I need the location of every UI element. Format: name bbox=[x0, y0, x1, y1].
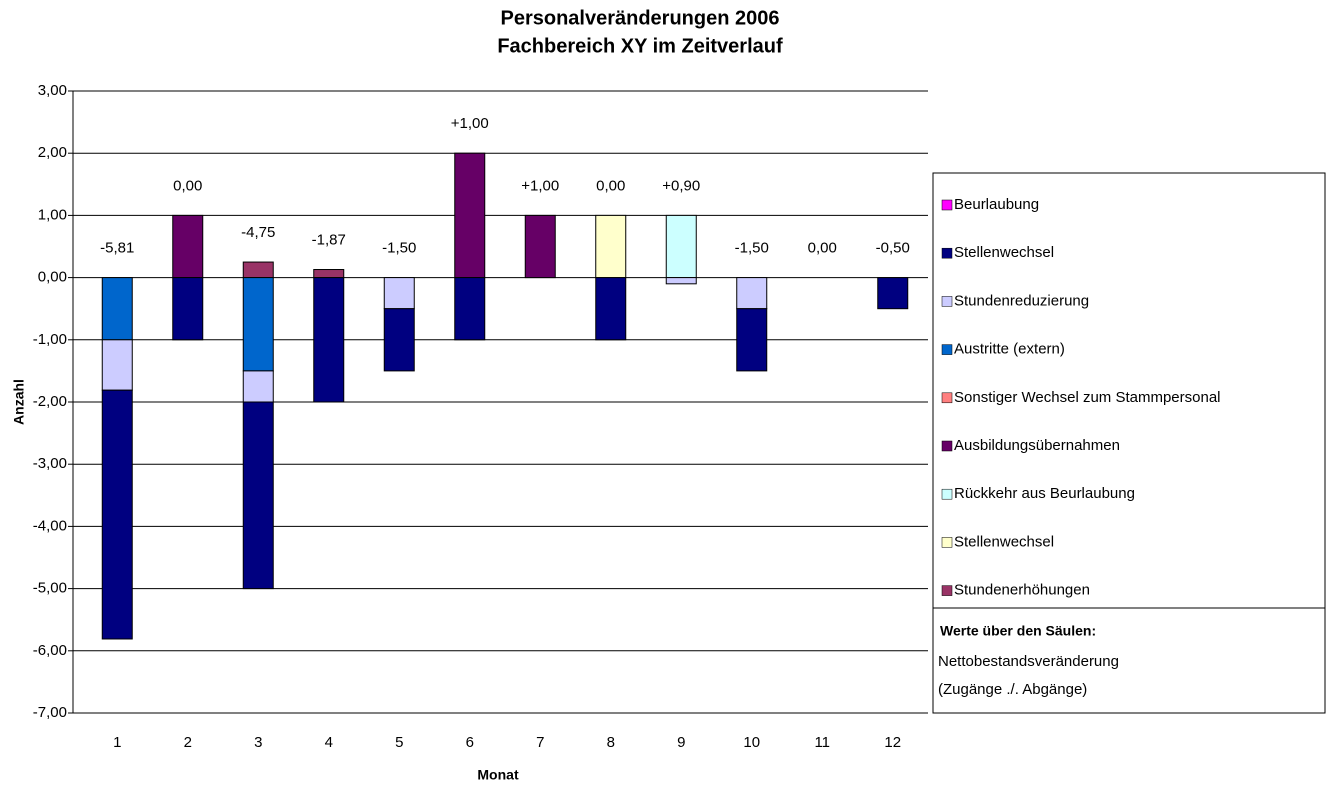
legend-label: Stellenwechsel bbox=[954, 533, 1054, 550]
y-tick-label: 0,00 bbox=[38, 269, 67, 286]
y-tick-label: -2,00 bbox=[33, 393, 67, 410]
bar-segment bbox=[524, 214, 556, 279]
x-axis-label: Monat bbox=[477, 767, 519, 783]
x-tick-label: 11 bbox=[814, 734, 830, 751]
net-value-label: -1,50 bbox=[382, 240, 416, 257]
net-value-label: 0,00 bbox=[173, 177, 202, 194]
x-tick-label: 7 bbox=[536, 734, 544, 751]
legend-label: Austritte (extern) bbox=[954, 341, 1065, 358]
x-tick-label: 6 bbox=[466, 734, 474, 751]
bar-segment bbox=[736, 277, 768, 310]
legend-swatch bbox=[941, 344, 953, 355]
legend-label: Sonstiger Wechsel zum Stammpersonal bbox=[954, 389, 1221, 406]
y-tick-label: -3,00 bbox=[33, 455, 67, 472]
y-tick-label: -4,00 bbox=[33, 517, 67, 534]
legend-swatch bbox=[941, 392, 953, 404]
legend-swatch bbox=[941, 537, 953, 548]
y-tick-label: 2,00 bbox=[38, 144, 67, 161]
x-tick-label: 9 bbox=[677, 734, 685, 751]
bar-segment bbox=[736, 308, 768, 372]
net-value-label: -5,81 bbox=[100, 240, 134, 257]
bar-segment bbox=[242, 370, 274, 403]
legend-swatch bbox=[941, 440, 953, 452]
net-value-label: +1,00 bbox=[521, 177, 559, 194]
y-axis-label: Anzahl bbox=[11, 379, 27, 425]
y-tick-label: -6,00 bbox=[33, 642, 67, 659]
note-title: Werte über den Säulen: bbox=[940, 623, 1096, 639]
legend-box bbox=[932, 172, 1326, 609]
net-value-label: +0,90 bbox=[662, 177, 700, 194]
legend-swatch bbox=[941, 199, 953, 211]
bar-segment bbox=[595, 214, 627, 279]
net-value-label: 0,00 bbox=[808, 240, 837, 257]
bar-segment bbox=[242, 401, 274, 590]
x-tick-label: 3 bbox=[254, 734, 262, 751]
net-value-label: -0,50 bbox=[876, 240, 910, 257]
bar-segment bbox=[665, 277, 697, 285]
chart-title: Personalveränderungen 2006 bbox=[500, 7, 779, 29]
y-tick-label: -1,00 bbox=[33, 331, 67, 348]
legend-swatch bbox=[941, 488, 953, 500]
bar-segment bbox=[595, 277, 627, 341]
bar-segment bbox=[242, 261, 274, 279]
x-tick-label: 4 bbox=[325, 734, 333, 751]
x-tick-label: 2 bbox=[184, 734, 192, 751]
y-tick-label: -5,00 bbox=[33, 580, 67, 597]
bar-segment bbox=[383, 277, 415, 310]
legend-swatch bbox=[941, 296, 953, 307]
x-tick-label: 10 bbox=[743, 734, 760, 751]
x-tick-label: 12 bbox=[884, 734, 901, 751]
note-line: (Zugänge ./. Abgänge) bbox=[938, 681, 1087, 698]
x-tick-label: 1 bbox=[113, 734, 121, 751]
bar-segment bbox=[172, 214, 204, 279]
bar-segment bbox=[665, 214, 697, 279]
bar-segment bbox=[454, 277, 486, 341]
bar-segment bbox=[242, 277, 274, 372]
chart-subtitle: Fachbereich XY im Zeitverlauf bbox=[497, 35, 783, 57]
legend-label: Stundenreduzierung bbox=[954, 292, 1089, 309]
legend-label: Stundenerhöhungen bbox=[954, 582, 1090, 599]
net-value-label: -1,87 bbox=[312, 231, 346, 248]
y-tick-label: 3,00 bbox=[38, 82, 67, 99]
net-value-label: -1,50 bbox=[735, 240, 769, 257]
bar-segment bbox=[172, 277, 204, 341]
bar-segment bbox=[313, 269, 345, 279]
legend-label: Stellenwechsel bbox=[954, 244, 1054, 261]
net-value-label: 0,00 bbox=[596, 177, 625, 194]
y-tick-label: 1,00 bbox=[38, 206, 67, 223]
x-tick-label: 5 bbox=[395, 734, 403, 751]
legend-swatch bbox=[941, 247, 953, 259]
note-line: Nettobestandsveränderung bbox=[938, 653, 1119, 670]
legend-label: Ausbildungsübernahmen bbox=[954, 437, 1120, 454]
bar-segment bbox=[454, 152, 486, 279]
legend-label: Rückkehr aus Beurlaubung bbox=[954, 485, 1135, 502]
note-box bbox=[932, 607, 1326, 714]
y-tick-label: -7,00 bbox=[33, 704, 67, 721]
net-value-label: -4,75 bbox=[241, 224, 275, 241]
bar-segment bbox=[877, 277, 909, 310]
legend-label: Beurlaubung bbox=[954, 196, 1039, 213]
legend-swatch bbox=[941, 585, 953, 596]
bar-segment bbox=[101, 277, 133, 341]
bar-segment bbox=[101, 339, 133, 391]
x-tick-label: 8 bbox=[607, 734, 615, 751]
bar-segment bbox=[383, 308, 415, 372]
bar-segment bbox=[101, 389, 133, 640]
net-value-label: +1,00 bbox=[451, 115, 489, 132]
bar-segment bbox=[313, 277, 345, 403]
